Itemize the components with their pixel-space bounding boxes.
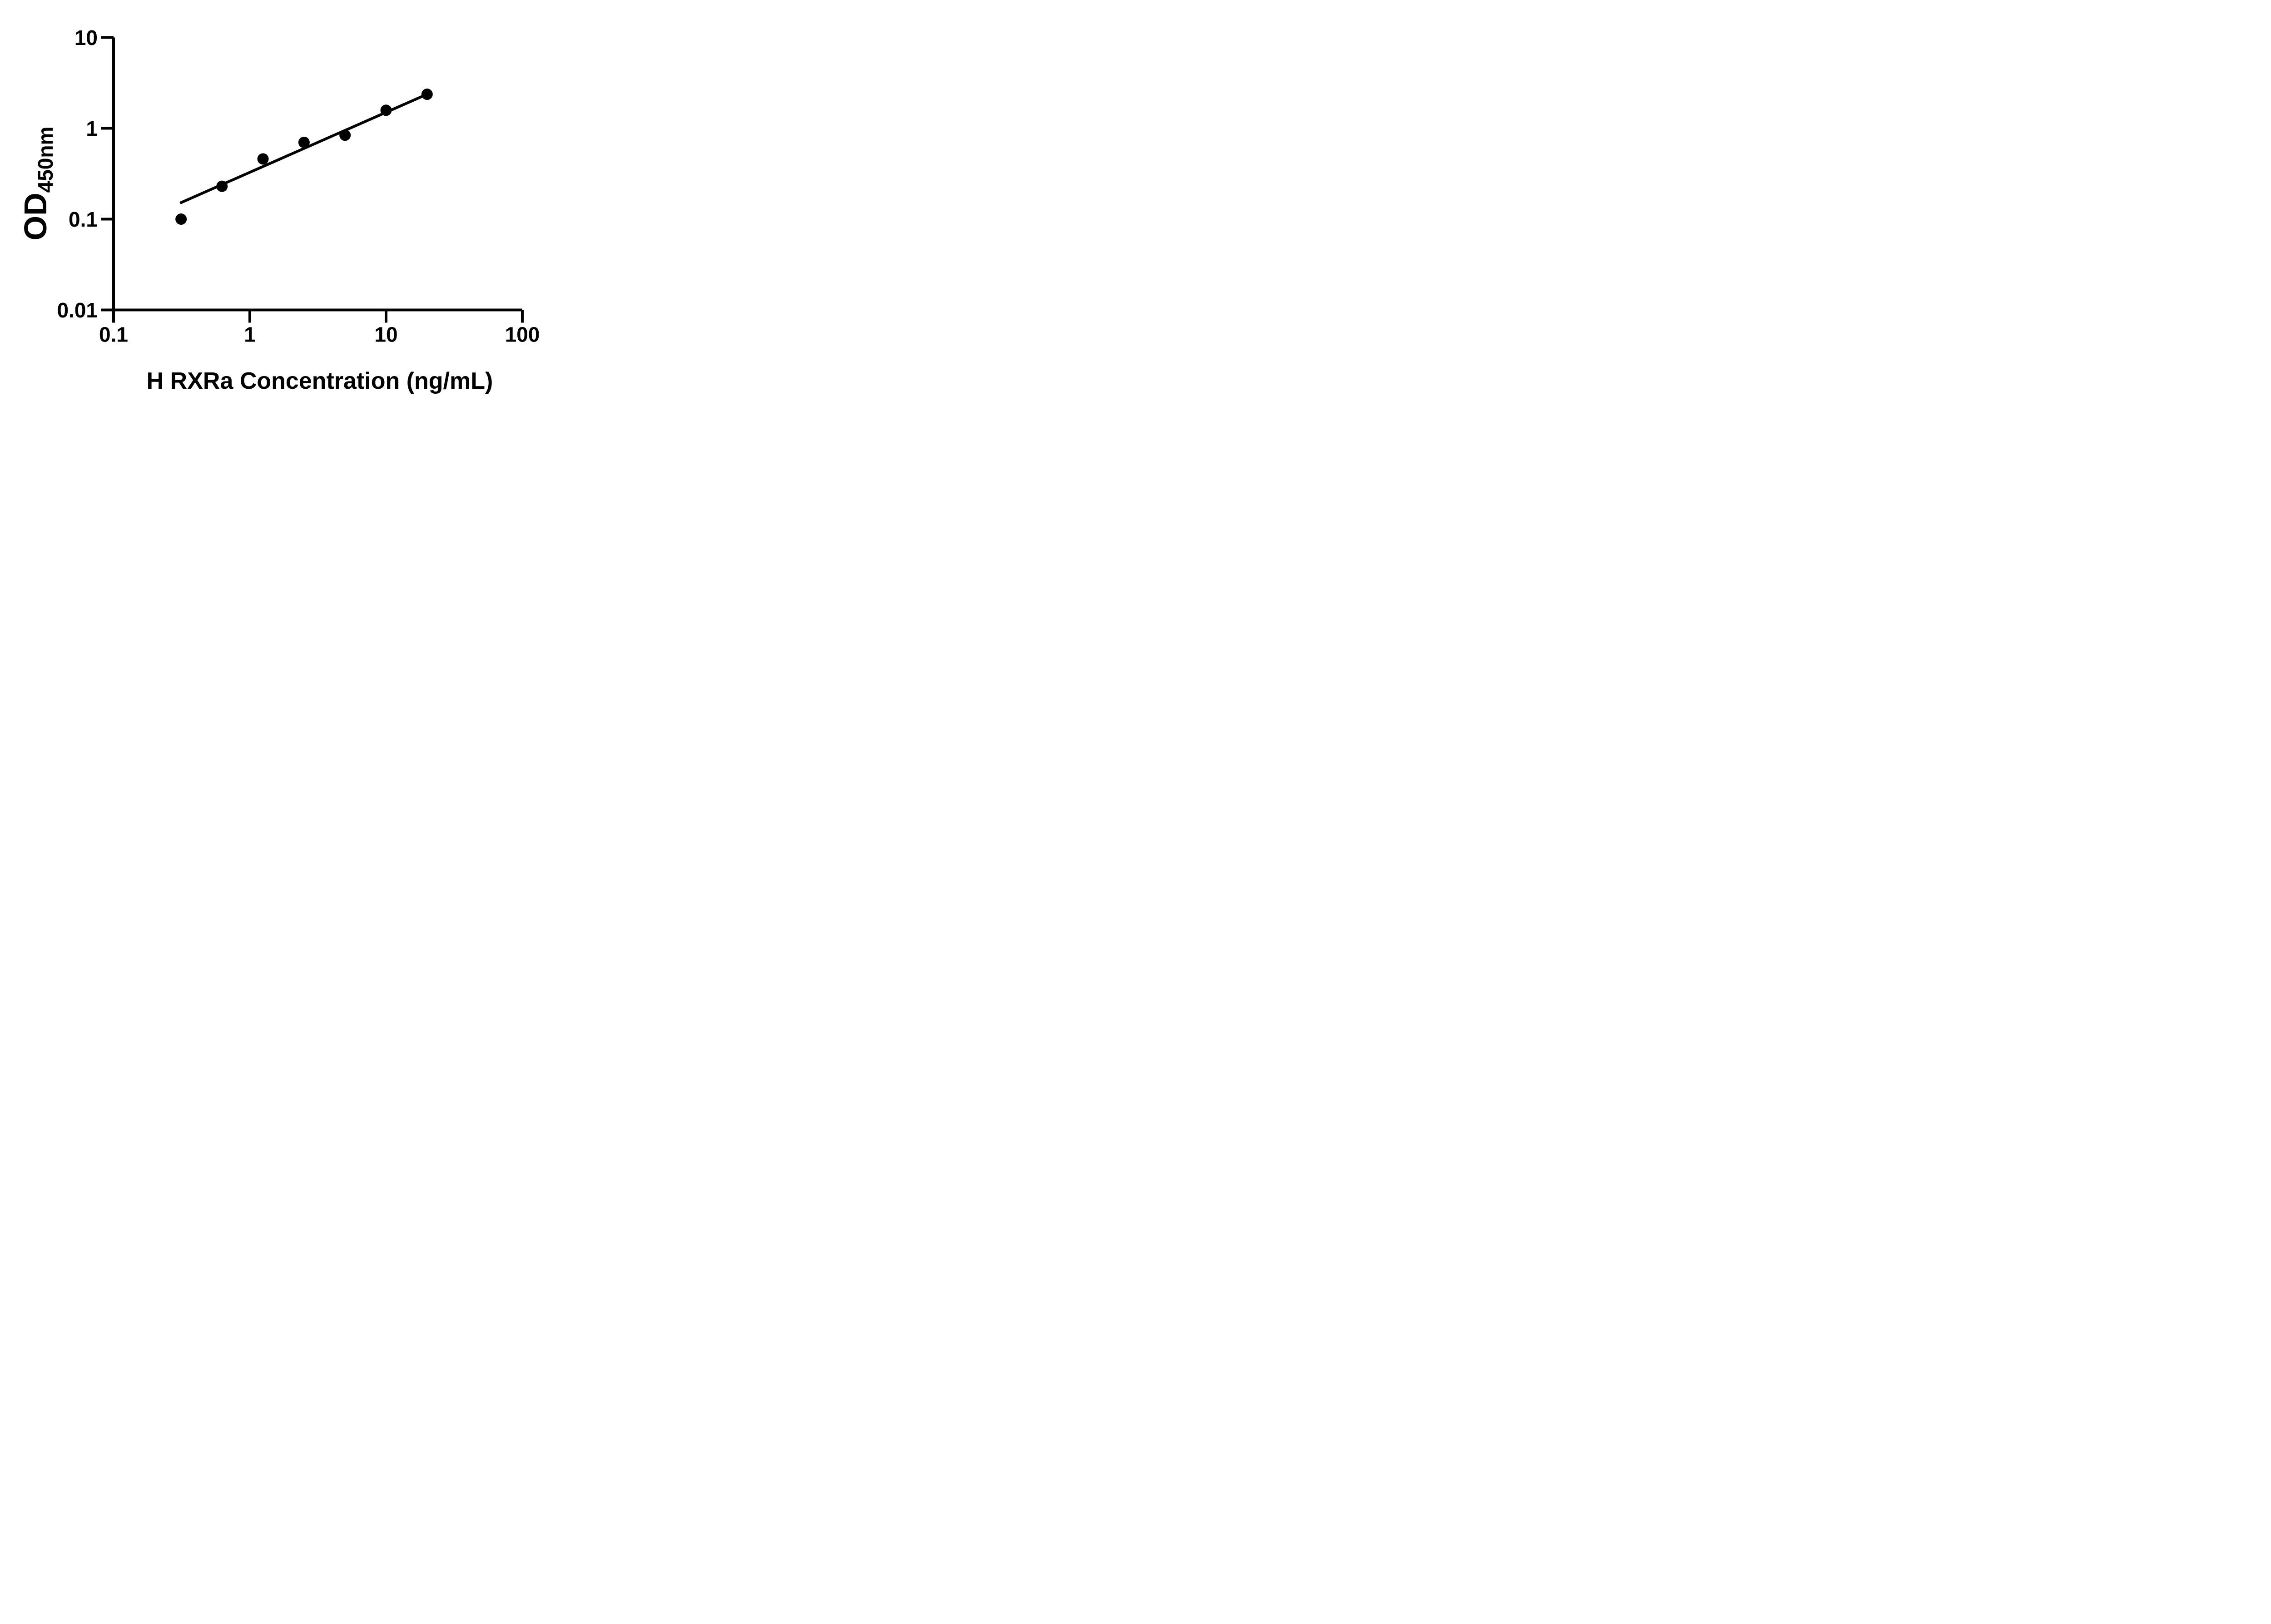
x-tick-label: 10 <box>374 323 397 347</box>
data-point <box>298 136 310 148</box>
x-axis-title: H RXRa Concentration (ng/mL) <box>147 368 493 394</box>
y-tick-label: 0.01 <box>57 298 98 322</box>
x-tick-label: 0.1 <box>99 323 128 347</box>
y-tick-label: 10 <box>74 26 98 50</box>
data-point <box>216 180 228 192</box>
data-point <box>380 104 392 116</box>
y-tick-label: 1 <box>86 117 98 140</box>
data-point <box>175 213 187 225</box>
data-layer <box>175 89 433 225</box>
x-tick-label: 100 <box>505 323 540 347</box>
x-tick-label: 1 <box>244 323 256 347</box>
y-axis-title: OD450nm <box>18 127 57 241</box>
y-axis-title-subscript: 450nm <box>34 127 57 193</box>
data-point <box>421 89 433 100</box>
y-tick-label: 0.1 <box>69 208 98 231</box>
elisa-standard-curve-figure: 0.1 1 10 100 0.01 0.1 1 10 H RXRa Concentration… <box>0 0 587 406</box>
y-axis-title-main: OD <box>18 193 53 240</box>
data-point <box>257 153 269 165</box>
data-point <box>339 129 351 141</box>
